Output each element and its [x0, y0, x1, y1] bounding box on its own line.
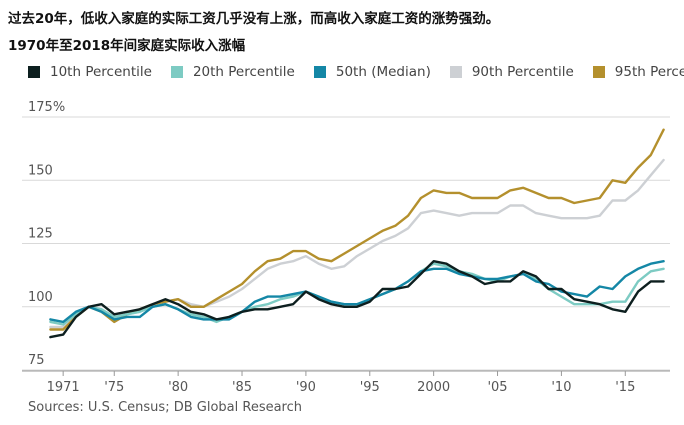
x-tick-label: 1971: [47, 380, 80, 395]
x-tick-label: '85: [232, 380, 252, 395]
x-tick-label: '05: [487, 380, 507, 395]
series-line-95th-percentile: [49, 128, 665, 331]
legend-swatch: [170, 66, 183, 78]
y-tick-label: 175%: [28, 100, 65, 115]
legend-label: 90th Percentile: [471, 64, 574, 80]
y-tick-label: 100: [28, 290, 53, 305]
legend-label: 10th Percentile: [50, 64, 152, 80]
x-tick-label: '80: [168, 380, 188, 395]
y-tick-label: 150: [28, 163, 53, 178]
x-tick-label: '90: [296, 380, 316, 395]
legend-item: 95th Percentile: [592, 64, 684, 80]
legend-swatch: [449, 66, 462, 78]
legend-label: 50th (Median): [335, 64, 431, 80]
legend-item: 20th Percentile: [170, 64, 295, 80]
legend-swatch: [592, 66, 605, 78]
x-tick-label: '10: [551, 380, 571, 395]
chart-subtitle: 1970年至2018年间家庭实际收入涨幅: [8, 38, 246, 54]
series-line-10th-percentile: [49, 260, 665, 339]
x-tick-label: '75: [104, 380, 124, 395]
legend-swatch: [28, 66, 40, 78]
x-tick-label: '15: [615, 380, 635, 395]
y-tick-label: 75: [28, 353, 45, 368]
legend-item: 50th (Median): [313, 64, 431, 80]
series-line-50th-median: [49, 260, 665, 324]
legend-label: 20th Percentile: [192, 64, 295, 80]
chart-title: 过去20年，低收入家庭的实际工资几乎没有上涨，而高收入家庭工资的涨势强劲。: [8, 11, 500, 27]
y-tick-label: 125: [28, 227, 53, 242]
legend-item: 90th Percentile: [449, 64, 574, 80]
legend-item: 10th Percentile: [28, 64, 152, 80]
source-note: Sources: U.S. Census; DB Global Research: [28, 400, 303, 415]
legend-swatch: [313, 66, 326, 78]
chart-legend: 10th Percentile 20th Percentile 50th (Medi…: [28, 64, 684, 80]
legend-label: 95th Percentile: [614, 64, 684, 80]
x-tick-label: '95: [360, 380, 380, 395]
x-tick-label: 2000: [417, 380, 450, 395]
